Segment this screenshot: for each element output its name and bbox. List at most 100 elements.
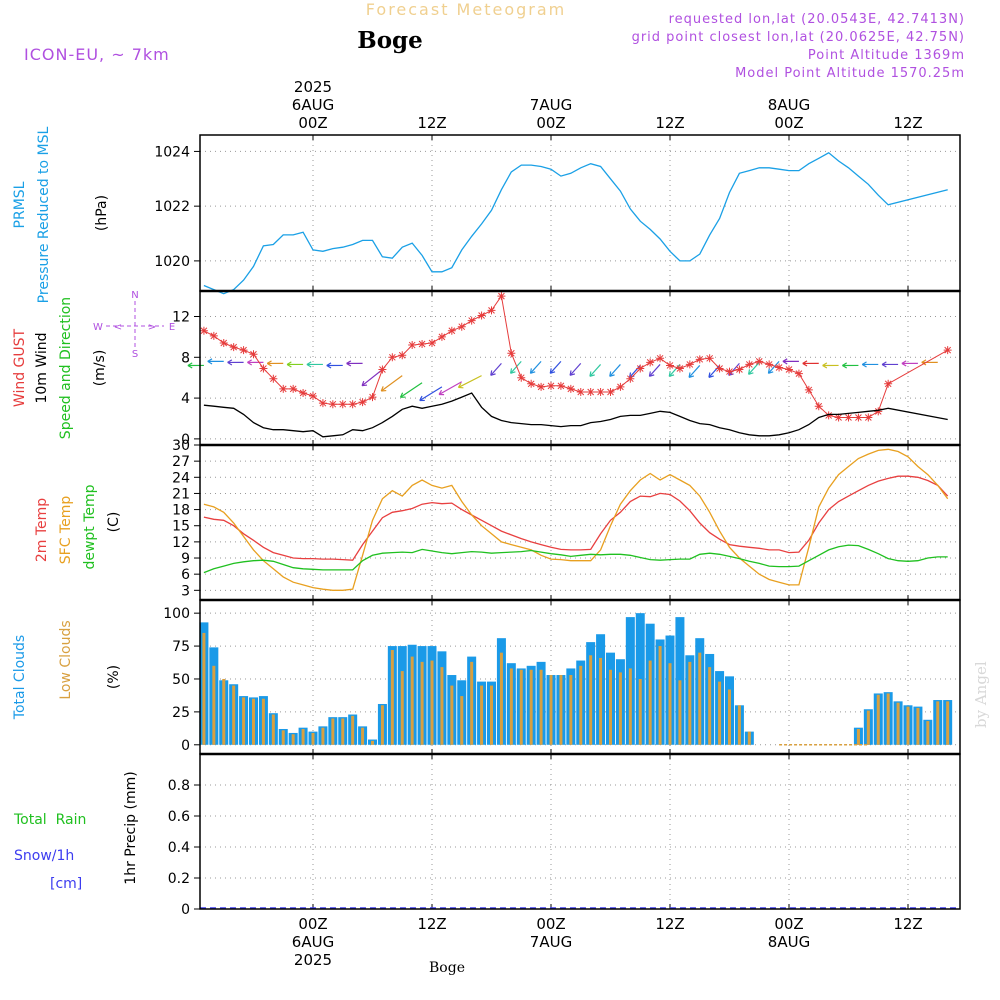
gust-marker xyxy=(735,365,744,374)
footer-station: Boge xyxy=(429,960,465,976)
low-cloud-bar xyxy=(271,714,275,745)
wind-arrow-head xyxy=(346,360,352,364)
low-cloud-bar xyxy=(202,632,206,745)
pressure-label-line1: PRMSL xyxy=(12,181,28,228)
gust-marker xyxy=(636,364,645,373)
gust-marker xyxy=(348,400,357,409)
wind-arrow xyxy=(529,360,542,374)
wind-arrow-head xyxy=(326,362,332,366)
ytick-label: 50 xyxy=(172,672,190,688)
wind-arrow-head xyxy=(306,363,312,368)
wind-arrow xyxy=(361,369,383,387)
wind-arrow-head xyxy=(861,363,867,368)
gust-marker xyxy=(705,354,714,363)
low-cloud-bar xyxy=(549,675,553,745)
wind-arrow-head xyxy=(361,384,368,387)
wind-arrow-head xyxy=(609,374,615,377)
gust-marker xyxy=(556,381,565,390)
low-cloud-bar xyxy=(678,680,682,745)
wind-arrow-head xyxy=(346,362,352,367)
wind-arrow-head xyxy=(227,361,233,366)
wind-arrow-head xyxy=(782,358,788,362)
pressure-line xyxy=(203,152,948,295)
wind-arrow-head xyxy=(549,368,552,374)
low-cloud-bar xyxy=(460,696,464,745)
wind-arrow-head xyxy=(227,359,233,363)
gust-marker xyxy=(209,331,218,340)
temp2m-label: 2m Temp xyxy=(34,498,50,562)
ytick-label: 1024 xyxy=(154,144,190,160)
low-cloud-bar xyxy=(618,672,622,745)
bottom-axis-label: 8AUG xyxy=(768,933,810,951)
gust-marker xyxy=(566,384,575,393)
low-cloud-bar xyxy=(668,663,672,745)
wind-speed-line xyxy=(203,392,948,438)
wind-arrow-head xyxy=(649,374,655,377)
low-cloud-bar xyxy=(251,698,255,745)
ytick-label: 21 xyxy=(172,486,190,502)
top-axis-label: 7AUG xyxy=(530,96,572,114)
gridpoint-coords: grid point closest lon,lat (20.0625E, 42… xyxy=(632,30,965,45)
top-axis-label: 12Z xyxy=(417,114,446,132)
gust-marker xyxy=(517,373,526,382)
gust-marker xyxy=(884,379,893,388)
gust-marker xyxy=(437,332,446,341)
wind-arrow-head xyxy=(822,364,828,369)
wind-arrow-head xyxy=(490,373,496,376)
low-cloud-bar xyxy=(291,734,295,745)
pressure-label: PRMSL Pressure Reduced to MSL (hPa) xyxy=(12,126,110,303)
wind-arrow-head xyxy=(266,360,272,364)
low-cloud-bar xyxy=(866,710,870,745)
gust-marker xyxy=(854,413,863,422)
gust-marker xyxy=(259,364,268,373)
gust-marker xyxy=(477,311,486,320)
gust-marker xyxy=(338,400,347,409)
low-cloud-bar xyxy=(708,667,712,745)
low-cloud-bar xyxy=(232,685,236,745)
gust-marker xyxy=(646,358,655,367)
gust-marker xyxy=(874,407,883,416)
low-cloud-bar xyxy=(480,685,484,745)
gust-marker xyxy=(299,388,308,397)
wind-arrow-head xyxy=(490,370,493,376)
ytick-label: 25 xyxy=(172,705,190,721)
wind-arrow-head xyxy=(207,360,213,365)
low-cloud-bar xyxy=(926,721,930,745)
low-cloud-bar xyxy=(856,728,860,745)
ytick-label: 9 xyxy=(181,551,190,567)
wind-arrow-head xyxy=(767,368,770,374)
ytick-label: 24 xyxy=(172,470,190,486)
low-cloud-bar xyxy=(559,675,563,745)
wind-arrow-head xyxy=(668,371,671,377)
gust-marker xyxy=(318,399,327,408)
low-cloud-bar xyxy=(916,707,920,745)
ytick-label: 0 xyxy=(181,902,190,918)
low-cloud-bar xyxy=(261,698,265,745)
wind-arrow-head xyxy=(589,374,595,377)
gust-marker xyxy=(547,381,556,390)
low-cloud-bar xyxy=(490,685,494,745)
gust-marker xyxy=(656,354,665,363)
low-cloud-bar xyxy=(876,694,880,745)
low-cloud-bar xyxy=(658,646,662,745)
ytick-label: 12 xyxy=(172,535,190,551)
gust-marker xyxy=(378,365,387,374)
gust-marker xyxy=(289,384,298,393)
wind-arrow xyxy=(688,365,701,378)
top-axis-label: 6AUG xyxy=(292,96,334,114)
wind-arrow-head xyxy=(286,361,292,365)
bottom-axis-label: 12Z xyxy=(417,915,446,933)
low-cloud-bar xyxy=(688,661,692,745)
top-axis-label: 00Z xyxy=(774,114,803,132)
gust-marker xyxy=(675,364,684,373)
wind-arrow-head xyxy=(380,386,384,392)
ytick-label: 1022 xyxy=(154,199,190,215)
low-cloud-bar xyxy=(351,715,355,745)
gust-marker xyxy=(576,387,585,396)
panel-clouds: 0 25 50 75 100 xyxy=(163,599,961,755)
ytick-label: 0.2 xyxy=(168,871,190,887)
gust-marker xyxy=(616,382,625,391)
ytick-label: 1020 xyxy=(154,254,190,270)
ytick-label: 75 xyxy=(172,639,190,655)
wind-arrow-head xyxy=(187,364,193,369)
